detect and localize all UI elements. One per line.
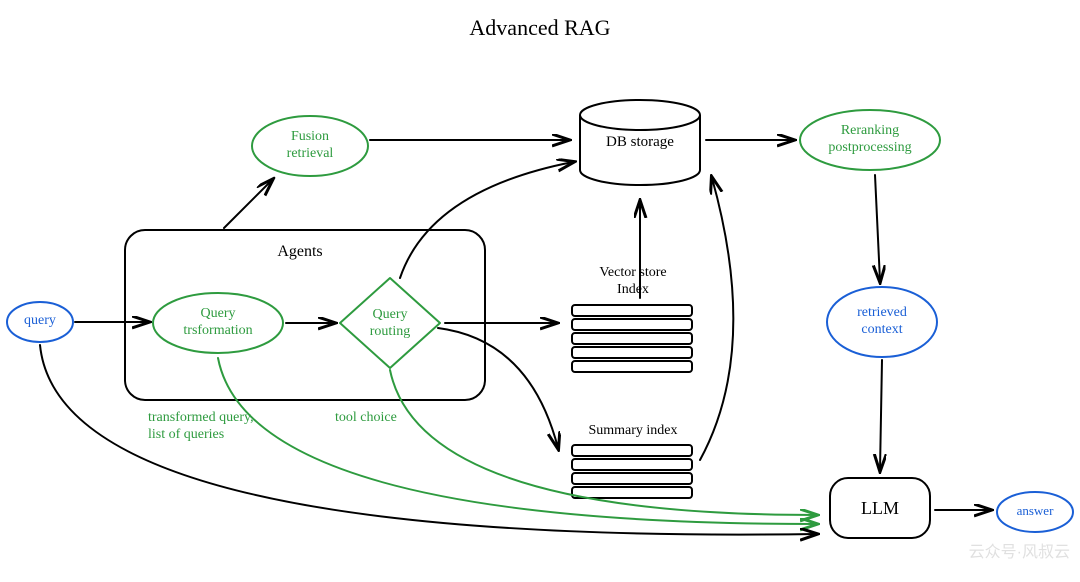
- edge-summary-db: [700, 178, 733, 460]
- reranking-label: Reranking postprocessing: [805, 123, 935, 157]
- edge-qr-db: [400, 162, 573, 278]
- vector-store-label: Vector store Index: [570, 265, 696, 299]
- llm-label: LLM: [830, 498, 930, 520]
- watermark: 云众号·风叔云: [969, 538, 1070, 562]
- query-routing-label: Query routing: [345, 307, 435, 341]
- query-transformation-label: Query trsformation: [158, 306, 278, 340]
- vector-store-node: [572, 305, 692, 372]
- title: Advanced RAG: [0, 15, 1080, 41]
- edge-qr-llm: [390, 370, 816, 515]
- edge-rerank-context: [875, 175, 880, 281]
- edge-qr-summary: [438, 328, 558, 448]
- db-storage-label: DB storage: [585, 133, 695, 151]
- fusion-retrieval-label: Fusion retrieval: [258, 129, 362, 163]
- retrieved-context-label: retrieved context: [832, 305, 932, 339]
- edge-context-llm: [880, 360, 882, 470]
- edge-agents-fusion: [224, 180, 272, 228]
- answer-label: answer: [1000, 503, 1070, 519]
- annotation-tool-choice: tool choice: [335, 410, 435, 427]
- agents-label: Agents: [260, 242, 340, 261]
- summary-index-label: Summary index: [570, 423, 696, 440]
- annotation-transformed-query: transformed query, list of queries: [148, 410, 308, 444]
- query-label: query: [10, 313, 70, 330]
- summary-index-node: [572, 445, 692, 498]
- diagram-canvas: [0, 0, 1080, 582]
